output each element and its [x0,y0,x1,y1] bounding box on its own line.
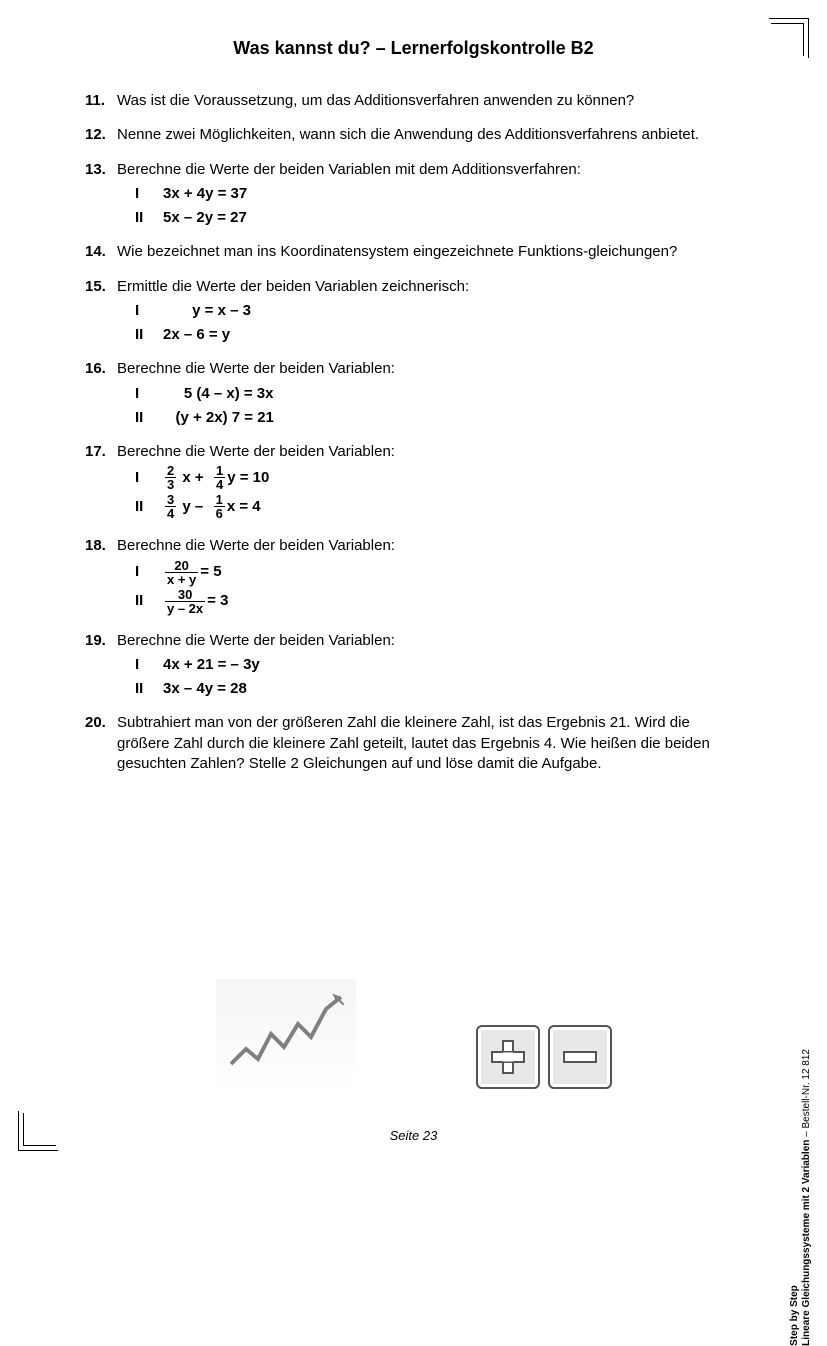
question-text: Subtrahiert man von der größeren Zahl di… [117,713,742,774]
question-18: 18. Berechne die Werte der beiden Variab… [85,536,742,616]
equation-row: II 30y – 2x = 3 [117,588,742,615]
fraction: 16 [214,493,225,520]
fraction: 34 [165,493,176,520]
corner-decor-top-right [769,18,809,58]
question-text: Nenne zwei Möglichkeiten, wann sich die … [117,125,742,145]
fraction: 14 [214,464,225,491]
question-17: 17. Berechne die Werte der beiden Variab… [85,442,742,522]
page-title: Was kannst du? – Lernerfolgskontrolle B2 [85,38,742,59]
equation-label: I [135,384,163,404]
question-text: Berechne die Werte der beiden Variablen: [117,536,742,556]
equation-row: II 34 y – 16 x = 4 [117,493,742,520]
equation-label: II [135,208,163,228]
equation: 4x + 21 = – 3y [163,655,260,675]
question-15: 15. Ermittle die Werte der beiden Variab… [85,277,742,346]
question-number: 18. [85,536,117,616]
question-number: 12. [85,125,117,145]
equation-label: I [135,301,163,321]
side-publisher-info: Step by Step Lineare Gleichungssysteme m… [789,1049,813,1346]
question-text: Wie bezeichnet man ins Koordinatensystem… [117,242,742,262]
fraction: 20x + y [165,559,198,586]
chart-growth-icon [216,979,356,1089]
question-number: 13. [85,160,117,229]
question-20: 20. Subtrahiert man von der größeren Zah… [85,713,742,774]
question-number: 14. [85,242,117,262]
equation: 5x – 2y = 27 [163,208,247,228]
question-number: 15. [85,277,117,346]
question-number: 16. [85,359,117,428]
plus-minus-icons [476,1025,612,1089]
question-number: 19. [85,631,117,700]
question-12: 12. Nenne zwei Möglichkeiten, wann sich … [85,125,742,145]
fraction: 30y – 2x [165,588,205,615]
question-text: Berechne die Werte der beiden Variablen … [117,160,742,180]
equation-label: I [135,468,163,488]
question-14: 14. Wie bezeichnet man ins Koordinatensy… [85,242,742,262]
fraction: 23 [165,464,176,491]
equation-label: I [135,655,163,675]
minus-icon [548,1025,612,1089]
equation: 3x + 4y = 37 [163,184,247,204]
equation-label: II [135,408,163,428]
question-number: 20. [85,713,117,774]
plus-icon [476,1025,540,1089]
question-text: Ermittle die Werte der beiden Variablen … [117,277,742,297]
question-text: Was ist die Voraussetzung, um das Additi… [117,91,742,111]
question-13: 13. Berechne die Werte der beiden Variab… [85,160,742,229]
equation-row: I 23 x + 14 y = 10 [117,464,742,491]
equation: y = x – 3 [163,301,251,321]
equation: (y + 2x) 7 = 21 [163,408,274,428]
equation-label: II [135,325,163,345]
question-11: 11. Was ist die Voraussetzung, um das Ad… [85,91,742,111]
question-16: 16. Berechne die Werte der beiden Variab… [85,359,742,428]
equation-row: I 20x + y = 5 [117,559,742,586]
equation-label: II [135,679,163,699]
page-number: Seite 23 [0,1128,827,1143]
equation: 2x – 6 = y [163,325,230,345]
question-text: Berechne die Werte der beiden Variablen: [117,631,742,651]
equation-label: I [135,562,163,582]
footer-graphics [0,979,827,1089]
equation: 5 (4 – x) = 3x [163,384,273,404]
question-19: 19. Berechne die Werte der beiden Variab… [85,631,742,700]
question-number: 17. [85,442,117,522]
equation-label: II [135,497,163,517]
worksheet-page: Was kannst du? – Lernerfolgskontrolle B2… [0,0,827,1169]
equation-label: II [135,591,163,611]
equation-label: I [135,184,163,204]
question-number: 11. [85,91,117,111]
question-text: Berechne die Werte der beiden Variablen: [117,359,742,379]
question-text: Berechne die Werte der beiden Variablen: [117,442,742,462]
equation: 3x – 4y = 28 [163,679,247,699]
